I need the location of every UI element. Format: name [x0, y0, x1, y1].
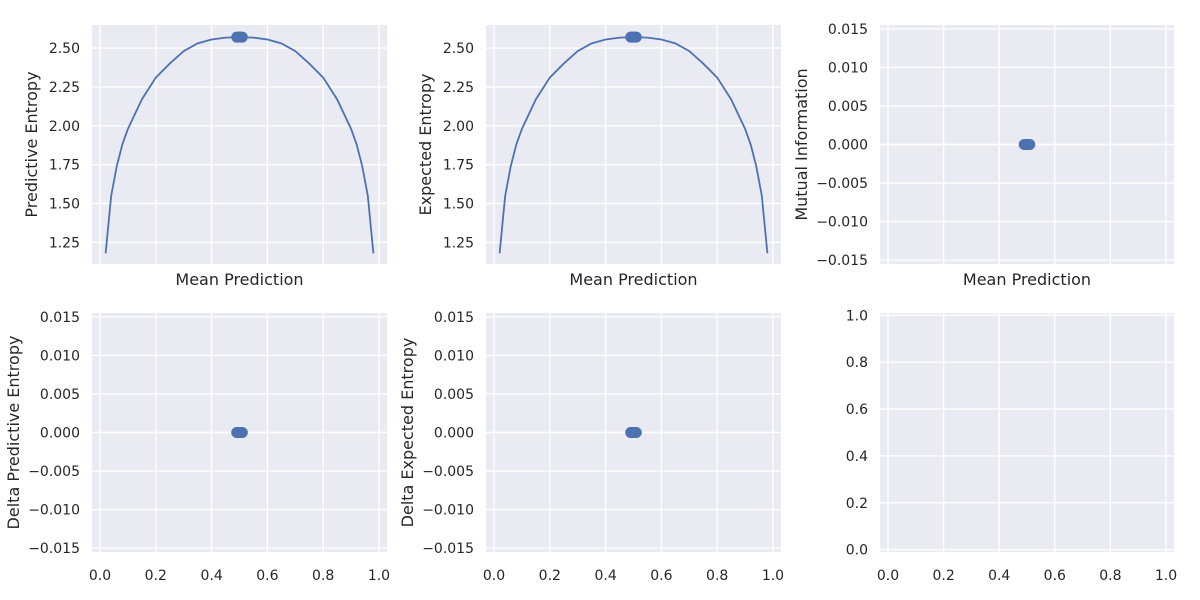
subplot-1: 1.25 1.50 1.75 2.00 2.25 2.50 Mean Prediction P… — [22, 25, 387, 289]
y-tick-label: 0.010 — [434, 348, 474, 364]
x-tick-label: 1.0 — [1155, 568, 1177, 584]
x-tick-label: 0.8 — [706, 568, 728, 584]
x-tick-label: 0.8 — [1099, 568, 1121, 584]
x-tick-label: 0.6 — [650, 568, 672, 584]
y-tick-label: 1.50 — [49, 197, 80, 213]
y-tick-label: 0.015 — [40, 310, 80, 326]
y-tick-label: 0.0 — [846, 543, 868, 559]
y-tick-label: −0.015 — [816, 253, 868, 269]
y-tick-label: 0.005 — [828, 99, 868, 115]
x-tick-label: 0.2 — [539, 568, 561, 584]
y-tick-label: 0.005 — [434, 387, 474, 403]
y-axis-label: Mutual Information — [792, 68, 811, 220]
x-tick-label: 0.4 — [594, 568, 616, 584]
y-axis-label: Delta Predictive Entropy — [4, 336, 23, 530]
x-tick-label: 0.4 — [200, 568, 222, 584]
y-tick-label: −0.010 — [816, 215, 868, 231]
y-tick-label: 1.75 — [49, 158, 80, 174]
y-tick-label: −0.010 — [422, 503, 474, 519]
plot-area — [486, 25, 781, 264]
y-tick-label: −0.005 — [28, 464, 80, 480]
x-axis-label: Mean Prediction — [175, 270, 303, 289]
y-tick-label: 0.2 — [846, 496, 868, 512]
y-tick-label: 0.015 — [434, 310, 474, 326]
y-tick-label: 2.00 — [443, 119, 474, 135]
y-tick-label: 0.000 — [828, 138, 868, 154]
x-tick-label: 0.2 — [932, 568, 954, 584]
x-tick-label: 1.0 — [762, 568, 784, 584]
y-tick-label: 1.0 — [846, 308, 868, 324]
x-tick-label: 1.0 — [368, 568, 390, 584]
scatter-point — [236, 427, 248, 438]
scatter-point — [630, 31, 642, 43]
y-tick-label: 1.75 — [443, 158, 474, 174]
y-tick-label: 2.50 — [49, 41, 80, 57]
x-axis-label: Mean Prediction — [963, 270, 1091, 289]
x-tick-label: 0.0 — [89, 568, 111, 584]
y-axis-label: Predictive Entropy — [22, 71, 41, 217]
subplot-4: −0.015 −0.010 −0.005 0.000 0.005 0.010 0.015 0.… — [4, 310, 390, 584]
y-tick-label: 0.8 — [846, 355, 868, 371]
y-tick-label: 2.25 — [49, 80, 80, 96]
x-tick-label: 0.6 — [256, 568, 278, 584]
y-tick-label: 1.25 — [443, 235, 474, 251]
x-tick-label: 0.6 — [1044, 568, 1066, 584]
subplot-2: 1.25 1.50 1.75 2.00 2.25 2.50 Mean Prediction E… — [416, 25, 781, 289]
y-tick-label: −0.015 — [28, 541, 80, 557]
y-tick-label: −0.010 — [28, 503, 80, 519]
y-axis-label: Delta Expected Entropy — [398, 338, 417, 528]
x-tick-label: 0.0 — [483, 568, 505, 584]
y-tick-label: 0.000 — [434, 426, 474, 442]
y-tick-label: 2.25 — [443, 80, 474, 96]
y-tick-label: −0.005 — [422, 464, 474, 480]
y-tick-label: 0.6 — [846, 402, 868, 418]
y-tick-label: 0.4 — [846, 449, 868, 465]
x-tick-label: 0.4 — [988, 568, 1010, 584]
y-tick-label: 0.015 — [828, 22, 868, 38]
y-tick-label: 0.000 — [40, 426, 80, 442]
y-tick-label: 1.50 — [443, 197, 474, 213]
y-tick-label: 2.50 — [443, 41, 474, 57]
subplot-5: −0.015 −0.010 −0.005 0.000 0.005 0.010 0.015 0.… — [398, 310, 784, 584]
scatter-point — [630, 427, 642, 438]
y-tick-label: 2.00 — [49, 119, 80, 135]
subplot-6: 0.0 0.2 0.4 0.6 0.8 1.0 0.0 0.2 0.4 0.6 0.8 1.0 — [846, 308, 1177, 584]
x-axis-label: Mean Prediction — [569, 270, 697, 289]
y-tick-label: 0.010 — [40, 348, 80, 364]
subplot-3: −0.015 −0.010 −0.005 0.000 0.005 0.010 0.015 Me… — [792, 22, 1174, 289]
x-tick-label: 0.0 — [877, 568, 899, 584]
scatter-point — [1024, 139, 1036, 150]
y-tick-label: 1.25 — [49, 235, 80, 251]
y-tick-label: −0.015 — [422, 541, 474, 557]
y-tick-label: 0.005 — [40, 387, 80, 403]
x-tick-label: 0.2 — [145, 568, 167, 584]
scatter-point — [236, 31, 248, 43]
y-tick-label: 0.010 — [828, 60, 868, 76]
plot-area — [880, 313, 1174, 552]
y-tick-label: −0.005 — [816, 176, 868, 192]
plot-area — [92, 25, 387, 264]
x-tick-label: 0.8 — [312, 568, 334, 584]
y-axis-label: Expected Entropy — [416, 74, 435, 216]
